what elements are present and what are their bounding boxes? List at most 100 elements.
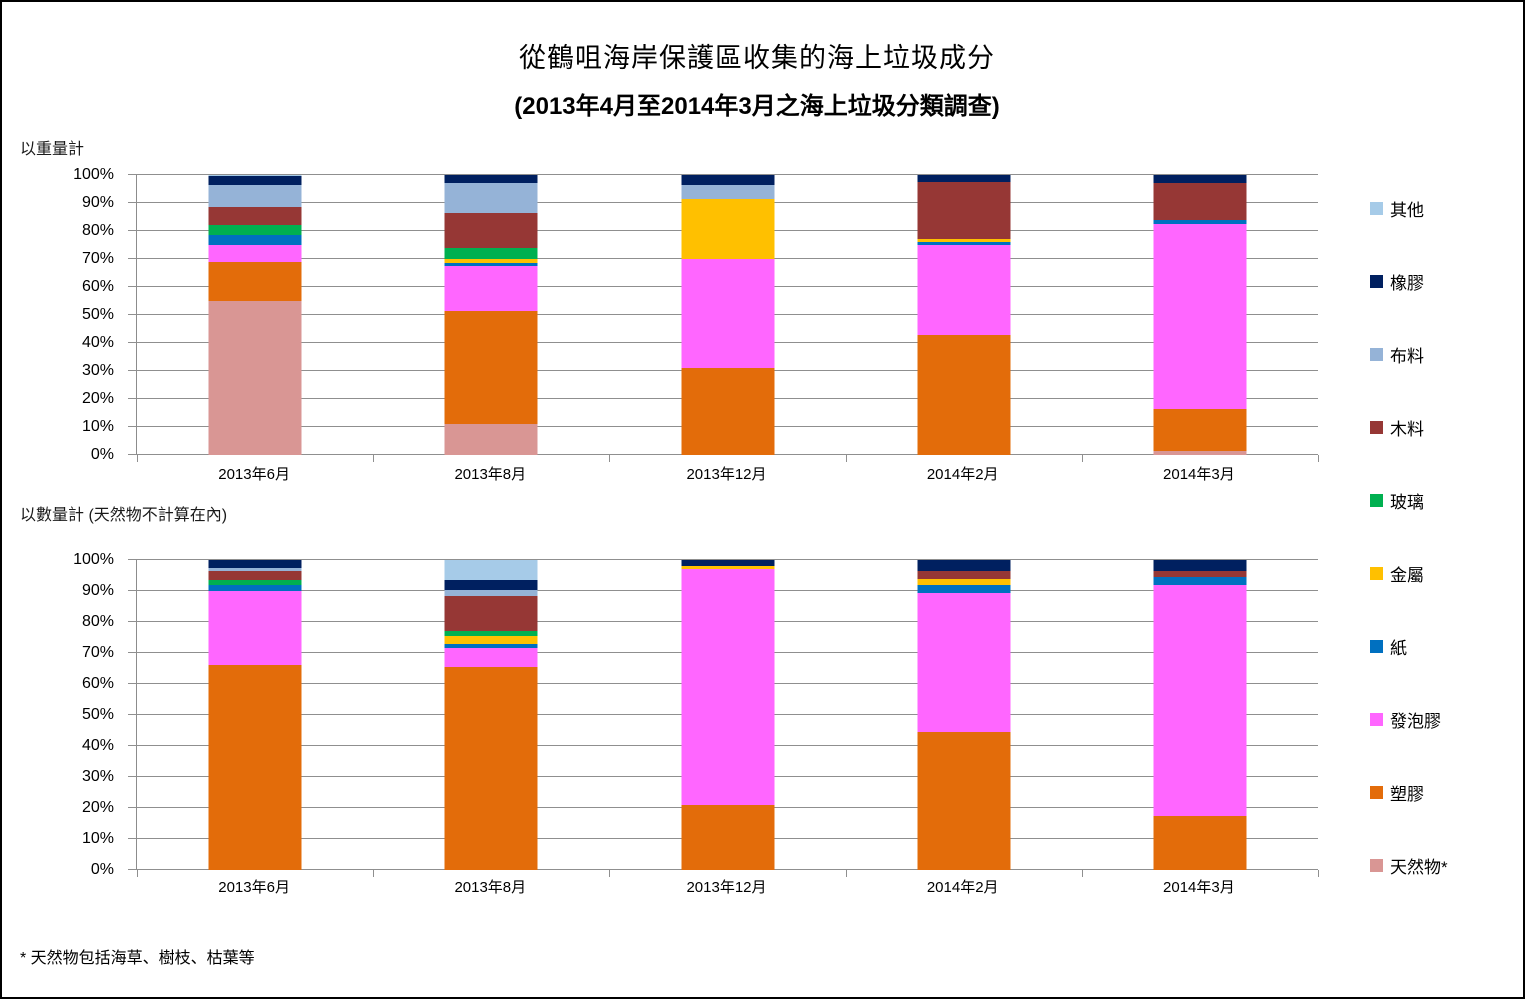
bar-segment-橡膠-2013年6月 [208,176,302,185]
stacked-bar-by-count-2013年6月 [208,560,302,870]
x-category-label-2013年8月: 2013年8月 [454,879,527,896]
bar-segment-發泡膠-2013年6月 [208,245,302,262]
legend-swatch-icon [1370,494,1383,507]
bar-segment-布料-2013年8月 [444,589,538,596]
y-tick-label-70%: 70% [81,250,114,267]
y-tick-label-10%: 10% [81,418,114,435]
bar-segment-玻璃-2013年6月 [208,225,302,236]
y-tick-label-90%: 90% [81,582,114,599]
bar-segment-金屬-2013年12月 [681,198,774,260]
bar-segment-木料-2013年6月 [208,207,302,226]
x-axis-tick [1081,870,1083,877]
y-tick-label-60%: 60% [81,278,114,295]
legend-swatch-icon [1370,859,1383,872]
x-category-label-2014年2月: 2014年2月 [926,879,999,896]
bar-segment-金屬-2013年8月 [444,635,538,644]
bar-segment-發泡膠-2014年3月 [1153,224,1247,409]
legend-item-橡膠: 橡膠 [1370,245,1448,318]
y-tick-label-30%: 30% [81,768,114,785]
bar-segment-玻璃-2013年8月 [444,247,538,260]
legend-item-其他: 其他 [1370,172,1448,245]
bar-segment-塑膠-2013年12月 [681,368,774,455]
x-axis-tick [1318,870,1319,877]
bar-segment-木料-2014年3月 [1153,570,1247,578]
bar-slot-2013年6月 [137,560,373,870]
legend-swatch-icon [1370,640,1383,653]
bar-segment-紙-2014年3月 [1153,219,1247,225]
bar-segment-橡膠-2013年6月 [208,560,302,568]
bar-segment-紙-2013年6月 [208,235,302,246]
chart-subtitle: (2013年4月至2014年3月之海上垃圾分類調查) [514,93,1000,120]
stacked-bar-by-weight-2014年3月 [1153,175,1247,455]
bar-segment-木料-2014年2月 [917,182,1011,240]
y-tick-label-40%: 40% [81,737,114,754]
legend-label: 其他 [1390,201,1424,220]
bar-segment-發泡膠-2014年2月 [917,245,1011,335]
y-tick-label-50%: 50% [81,306,114,323]
bar-slot-2014年3月 [1082,560,1318,870]
stacked-bar-by-weight-2013年6月 [208,175,302,455]
footnote: * 天然物包括海草、樹枝、枯葉等 [20,950,255,967]
count-chart-label: 以數量計 (天然物不計算在內) [20,507,228,524]
x-axis-tick [845,870,847,877]
legend-label: 布料 [1390,347,1424,366]
x-category-label-2013年6月: 2013年6月 [218,466,290,483]
x-category-label-2013年6月: 2013年6月 [218,879,290,896]
stacked-bar-by-count-2013年12月 [681,560,774,870]
bar-segment-橡膠-2013年12月 [681,560,774,567]
weight-chart-label: 以重量計 [20,141,85,158]
legend-swatch-icon [1370,348,1383,361]
bar-slot-2013年6月 [137,175,373,455]
legend-label: 塑膠 [1390,785,1424,804]
bar-segment-木料-2013年6月 [208,570,302,581]
bar-segment-其他-2013年8月 [444,560,538,581]
x-axis-tick [845,455,847,462]
bar-slot-2014年3月 [1082,175,1318,455]
weight-chart-plot-area [128,174,1319,462]
y-tick-label-100%: 100% [73,166,114,183]
legend: 其他 橡膠 布料 木料 玻璃 金屬紙發泡膠 塑膠 天然物* [1370,172,1448,902]
legend-swatch-icon [1370,421,1383,434]
weight-chart-y-axis: 0% 10% 20% 30% 40% 50% 60% 70% 80% 90% 100% [46,167,126,463]
bar-slot-2013年12月 [609,175,845,455]
bar-segment-塑膠-2014年2月 [917,732,1011,870]
bar-slot-2014年2月 [846,175,1082,455]
bar-segment-橡膠-2013年8月 [444,580,538,590]
bar-segment-塑膠-2013年6月 [208,665,302,870]
bar-segment-發泡膠-2014年3月 [1153,584,1247,816]
y-tick-label-80%: 80% [81,222,114,239]
bar-segment-布料-2013年6月 [208,184,302,208]
legend-item-玻璃: 玻璃 [1370,464,1448,537]
bar-segment-橡膠-2014年2月 [917,560,1011,571]
y-tick-label-90%: 90% [81,194,114,211]
x-axis-tick [137,455,138,462]
bar-segment-玻璃-2013年8月 [444,631,538,636]
bar-segment-塑膠-2013年8月 [444,666,538,870]
bar-segment-布料-2013年12月 [681,184,774,199]
bar-segment-發泡膠-2013年6月 [208,591,302,666]
bar-segment-金屬-2013年12月 [681,566,774,570]
bar-segment-紙-2014年3月 [1153,577,1247,585]
y-tick-label-0%: 0% [90,446,114,463]
legend-label: 天然物* [1390,858,1448,877]
y-tick-label-40%: 40% [81,334,114,351]
stacked-bar-by-count-2014年3月 [1153,560,1247,870]
bar-segment-天然物*-2013年6月 [208,301,302,455]
legend-item-天然物*: 天然物* [1370,829,1448,902]
legend-label: 橡膠 [1390,274,1424,293]
count-chart-bars [137,560,1318,870]
bar-segment-橡膠-2014年3月 [1153,175,1247,184]
bar-segment-發泡膠-2013年12月 [681,259,774,369]
legend-swatch-icon [1370,713,1383,726]
bar-segment-紙-2013年8月 [444,643,538,649]
bar-segment-紙-2013年6月 [208,584,302,592]
x-category-label-2013年12月: 2013年12月 [686,879,767,896]
legend-swatch-icon [1370,567,1383,580]
legend-swatch-icon [1370,786,1383,799]
bar-segment-紙-2014年2月 [917,584,1011,593]
gridline-100% [128,174,1318,175]
x-axis-tick [373,455,375,462]
x-category-label-2013年12月: 2013年12月 [686,466,767,483]
count-chart-plot-area [128,559,1319,877]
